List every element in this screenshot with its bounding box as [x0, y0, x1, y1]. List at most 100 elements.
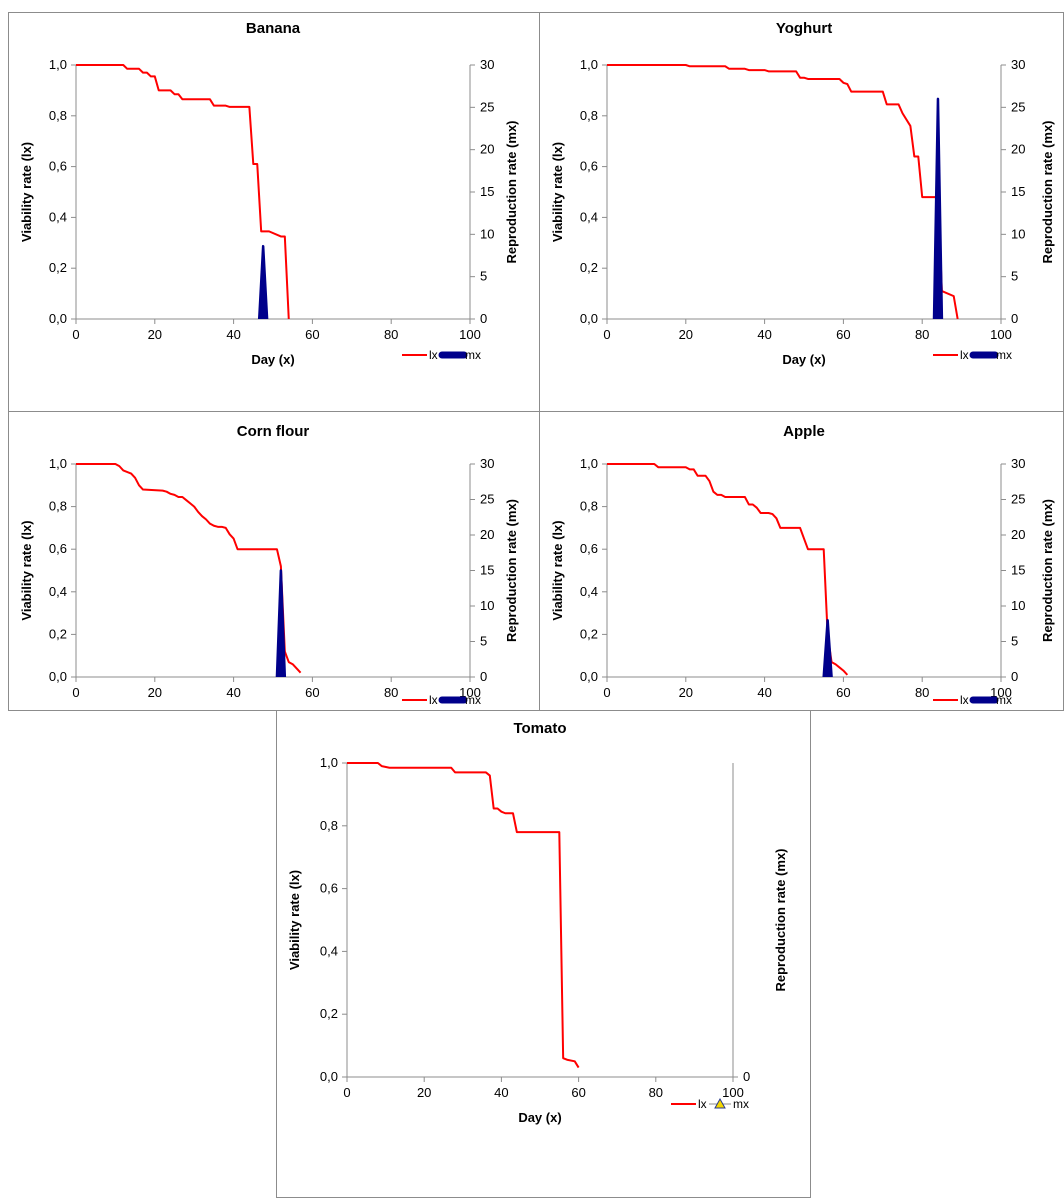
x-tick-label: 20	[148, 327, 162, 342]
y-axis-label: Viability rate (lx)	[19, 520, 34, 620]
chart-svg-tomato: Tomato 0,0 0,2 0,4 0,6 0,8 1,0 0 0 20 40 60 80 100 Day…	[287, 720, 788, 1125]
chart-panel-banana: Banana 0,0 0,2 0,4 0,6 0,8 1,0 0 5 10 15 20 25 30 0 20 4…	[8, 12, 540, 412]
y-tick-label: 0,2	[49, 260, 67, 275]
y-tick-label: 1,0	[320, 755, 338, 770]
y2-tick-label: 15	[480, 184, 494, 199]
y2-tick-label: 30	[480, 57, 494, 72]
y2-tick-label: 0	[1011, 311, 1018, 326]
legend-lx-label: lx	[960, 348, 969, 362]
x-tick-label: 20	[679, 327, 693, 342]
y2-tick-label: 25	[1011, 492, 1025, 507]
x-tick-label: 40	[226, 327, 240, 342]
x-axis-label: Day (x)	[782, 352, 825, 367]
y-tick-label: 1,0	[580, 456, 598, 471]
y2-tick-label: 10	[480, 598, 494, 613]
y2-axis-label: Reproduction rate (mx)	[773, 848, 788, 991]
y2-tick-label: 25	[480, 492, 494, 507]
y2-tick-label: 15	[1011, 563, 1025, 578]
x-tick-label: 0	[72, 685, 79, 700]
y-tick-label: 1,0	[49, 57, 67, 72]
series-mx-corn-flour	[275, 569, 287, 677]
chart-svg-apple: Apple 0,0 0,2 0,4 0,6 0,8 1,0 0 5 10 15 20 25 30 0 20 40…	[550, 423, 1055, 707]
y2-tick-label: 30	[480, 456, 494, 471]
y2-tick-label: 0	[1011, 669, 1018, 684]
y2-tick-label: 15	[1011, 184, 1025, 199]
y-tick-label: 0,0	[580, 669, 598, 684]
x-tick-label: 0	[603, 327, 610, 342]
legend-lx-label: lx	[429, 348, 438, 362]
y2-axis-label: Reproduction rate (mx)	[1040, 120, 1055, 263]
y-tick-label: 0,0	[49, 669, 67, 684]
y2-tick-label: 5	[1011, 634, 1018, 649]
y2-tick-label: 5	[480, 634, 487, 649]
y2-tick-label: 20	[1011, 527, 1025, 542]
y2-tick-label: 25	[480, 99, 494, 114]
chart-panel-corn-flour: Corn flour 0,0 0,2 0,4 0,6 0,8 1,0 0 5 10 15 20 25 30…	[8, 411, 540, 711]
chart-svg-yoghurt: Yoghurt 0,0 0,2 0,4 0,6 0,8 1,0 0 5 10 15 20 25 30 0 20…	[550, 20, 1055, 367]
series-mx-yoghurt	[932, 97, 944, 319]
y-tick-label: 0,6	[580, 541, 598, 556]
chart-title: Apple	[783, 423, 825, 440]
x-tick-label: 100	[722, 1085, 744, 1100]
x-tick-label: 0	[343, 1085, 350, 1100]
x-tick-label: 0	[72, 327, 79, 342]
y-tick-label: 0,4	[49, 584, 67, 599]
x-tick-label: 100	[459, 327, 481, 342]
y-tick-label: 0,4	[580, 584, 598, 599]
y2-tick-label: 30	[1011, 456, 1025, 471]
chart-title: Yoghurt	[776, 20, 832, 37]
y2-tick-label: 10	[1011, 226, 1025, 241]
y2-tick-label: 0	[743, 1069, 750, 1084]
y-tick-label: 0,2	[49, 626, 67, 641]
x-tick-label: 40	[226, 685, 240, 700]
x-axis-label: Day (x)	[518, 1110, 561, 1125]
y-axis-label: Viability rate (lx)	[550, 520, 565, 620]
x-tick-label: 40	[757, 685, 771, 700]
chart-svg-corn-flour: Corn flour 0,0 0,2 0,4 0,6 0,8 1,0 0 5 10 15 20 25 30…	[19, 423, 519, 707]
legend-mx-label: mx	[996, 693, 1012, 707]
legend-mx-label: mx	[996, 348, 1012, 362]
legend-lx-label: lx	[960, 693, 969, 707]
y2-tick-label: 20	[1011, 142, 1025, 157]
x-axis-label: Day (x)	[251, 352, 294, 367]
legend-lx-label: lx	[698, 1097, 707, 1111]
chart-panel-yoghurt: Yoghurt 0,0 0,2 0,4 0,6 0,8 1,0 0 5 10 15 20 25 30 0 20…	[539, 12, 1064, 412]
series-lx-tomato	[347, 762, 580, 1069]
series-lx-apple	[607, 463, 849, 676]
y-tick-label: 0,6	[49, 159, 67, 174]
y2-axis-label: Reproduction rate (mx)	[1040, 499, 1055, 642]
y2-tick-label: 20	[480, 142, 494, 157]
y2-tick-label: 5	[480, 269, 487, 284]
y-tick-label: 0,8	[49, 108, 67, 123]
y-tick-label: 0,6	[320, 881, 338, 896]
y-tick-label: 0,0	[49, 311, 67, 326]
chart-svg-banana: Banana 0,0 0,2 0,4 0,6 0,8 1,0 0 5 10 15 20 25 30 0 20 4…	[19, 20, 519, 367]
y2-tick-label: 30	[1011, 57, 1025, 72]
y-axis-label: Viability rate (lx)	[287, 870, 302, 970]
y2-tick-label: 20	[480, 527, 494, 542]
y-tick-label: 0,4	[49, 209, 67, 224]
legend-lx-label: lx	[429, 693, 438, 707]
x-tick-label: 60	[305, 327, 319, 342]
x-tick-label: 80	[915, 327, 929, 342]
x-tick-label: 100	[990, 685, 1012, 700]
y-tick-label: 0,8	[580, 108, 598, 123]
y-tick-label: 0,8	[320, 818, 338, 833]
y-tick-label: 0,6	[580, 159, 598, 174]
x-tick-label: 80	[915, 685, 929, 700]
series-mx-banana	[257, 244, 269, 319]
series-lx-yoghurt	[607, 64, 959, 319]
chart-title: Tomato	[513, 720, 566, 737]
legend-mx-label: mx	[465, 348, 481, 362]
series-lx-banana	[76, 64, 290, 319]
x-tick-label: 0	[603, 685, 610, 700]
y-tick-label: 0,4	[580, 209, 598, 224]
series-lx-corn-flour	[76, 463, 302, 674]
y-tick-label: 0,2	[320, 1006, 338, 1021]
y2-tick-label: 10	[480, 226, 494, 241]
legend-mx-label: mx	[465, 693, 481, 707]
y2-axis-label: Reproduction rate (mx)	[504, 120, 519, 263]
x-tick-label: 80	[384, 685, 398, 700]
y-axis-label: Viability rate (lx)	[550, 142, 565, 242]
y-tick-label: 0,8	[580, 499, 598, 514]
